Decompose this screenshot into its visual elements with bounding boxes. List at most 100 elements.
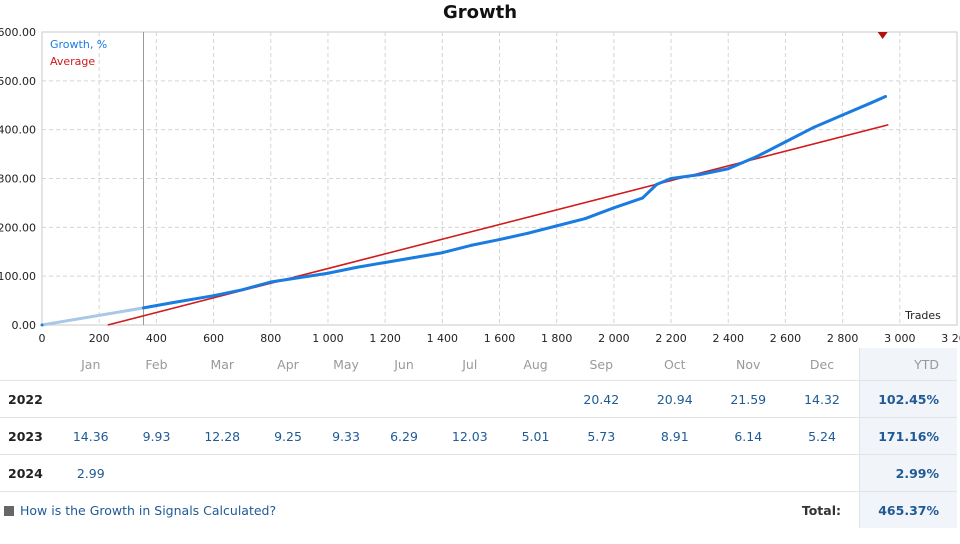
header-month: May (333, 356, 359, 372)
growth-point (326, 271, 330, 275)
month-value-cell (127, 380, 186, 418)
growth-point (526, 231, 530, 235)
header-month: Oct (663, 356, 686, 372)
growth-point (655, 182, 659, 186)
month-value-cell: 6.14 (711, 417, 785, 455)
y-tick-label: 600.00 (0, 26, 36, 39)
table-row: 2024 2.99 2.99% (0, 454, 957, 492)
chart-title: Growth (442, 2, 518, 23)
top-marker (877, 32, 888, 39)
x-tick-label: 2 800 (827, 332, 859, 345)
year-cell: 2024 (0, 454, 54, 492)
x-tick-label: 1 800 (541, 332, 573, 345)
month-value-cell: 5.01 (506, 417, 565, 455)
header-year (0, 348, 54, 381)
x-tick-label: 600 (203, 332, 224, 345)
growth-point (812, 125, 816, 129)
month-value-cell (433, 454, 507, 492)
growth-point (142, 306, 146, 310)
growth-point (726, 167, 730, 171)
month-value-cell: 9.25 (258, 417, 317, 455)
header-month: Dec (809, 356, 835, 372)
header-month: Feb (145, 356, 168, 372)
y-tick-label: 100.00 (0, 270, 36, 283)
growth-point (612, 206, 616, 210)
growth-point (240, 288, 244, 292)
growth-point (841, 113, 845, 117)
month-value-cell (317, 454, 376, 492)
growth-point (498, 238, 501, 242)
ytd-cell: 102.45% (859, 380, 957, 418)
header-month: Sep (589, 356, 614, 372)
header-month: Nov (736, 356, 761, 372)
table-header-row: Jan Feb Mar Apr May Jun Jul Aug Sep Oct Nov Dec YTD (0, 348, 957, 381)
month-value-cell (127, 454, 186, 492)
month-value-cell (185, 380, 259, 418)
month-value-cell (317, 380, 376, 418)
ytd-cell: 2.99% (859, 454, 957, 492)
month-value-cell (375, 454, 434, 492)
legend-growth: Growth, % (50, 38, 107, 51)
growth-help-link[interactable]: How is the Growth in Signals Calculated? (0, 491, 712, 528)
month-value-cell: 20.94 (638, 380, 712, 418)
total-row: How is the Growth in Signals Calculated?… (0, 491, 957, 528)
growth-series-prehistory (41, 306, 144, 327)
month-value-cell: 6.29 (375, 417, 434, 455)
month-value-cell: 5.73 (564, 417, 639, 455)
month-value-cell: 5.24 (784, 417, 860, 455)
x-tick-label: 3 000 (884, 332, 916, 345)
growth-point (383, 260, 387, 264)
month-value-cell: 12.03 (433, 417, 507, 455)
month-value-cell (506, 454, 565, 492)
month-value-cell (54, 380, 128, 418)
month-value-cell: 14.32 (784, 380, 860, 418)
table-row: 2023 14.36 9.93 12.28 9.25 9.33 6.29 12.03 5.01 5… (0, 417, 957, 455)
month-value-cell: 20.42 (564, 380, 639, 418)
question-icon (4, 505, 14, 516)
month-value-cell: 2.99 (54, 454, 128, 492)
growth-point (884, 94, 888, 98)
month-value-cell: 21.59 (711, 380, 785, 418)
growth-point (583, 217, 587, 221)
growth-point (640, 196, 644, 200)
x-tick-label: 2 400 (713, 332, 745, 345)
growth-point (212, 294, 216, 298)
growth-point (169, 301, 173, 305)
growth-point (698, 173, 702, 177)
month-value-cell (564, 454, 639, 492)
x-tick-label: 1 400 (427, 332, 459, 345)
legend-average: Average (50, 55, 95, 68)
x-tick-label: 2 000 (598, 332, 630, 345)
month-value-cell (185, 454, 259, 492)
month-value-cell (638, 454, 712, 492)
header-month: Mar (210, 356, 235, 372)
month-value-cell: 9.33 (317, 417, 376, 455)
growth-point (297, 276, 301, 280)
x-tick-label: 1 600 (484, 332, 516, 345)
header-month: Jun (394, 356, 414, 372)
month-value-cell (711, 454, 785, 492)
growth-series-line (143, 95, 887, 310)
header-month: Apr (277, 356, 299, 372)
growth-point (440, 251, 444, 255)
growth-point (469, 243, 473, 247)
month-value-cell (375, 380, 434, 418)
x-tick-label: 200 (89, 332, 110, 345)
x-tick-label: 400 (146, 332, 167, 345)
total-label: Total: (711, 491, 860, 528)
growth-point (669, 177, 673, 180)
x-tick-label: 0 (39, 332, 46, 345)
x-tick-label: 800 (260, 332, 281, 345)
total-value: 465.37% (859, 491, 957, 528)
growth-point (869, 101, 873, 105)
growth-point (555, 224, 559, 228)
x-axis-label: Trades (904, 309, 941, 322)
month-value-cell (433, 380, 507, 418)
month-value-cell: 9.93 (127, 417, 186, 455)
x-tick-label: 1 000 (312, 332, 344, 345)
header-month: Jan (81, 356, 101, 372)
month-value-cell (258, 380, 317, 418)
growth-point (355, 265, 359, 269)
y-tick-label: 200.00 (0, 221, 36, 234)
ytd-cell: 171.16% (859, 417, 957, 455)
